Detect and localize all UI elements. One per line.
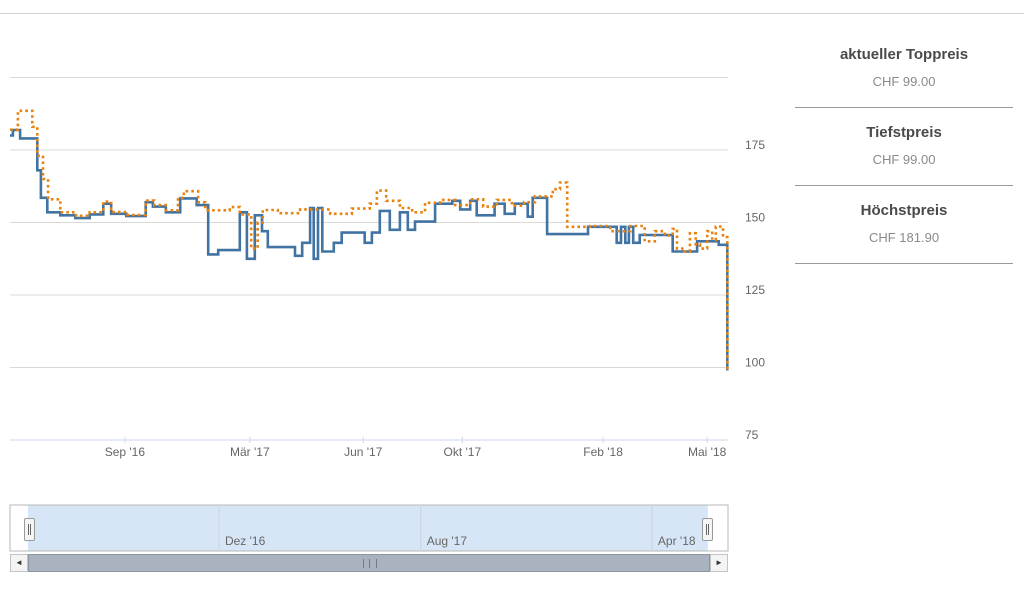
scrollbar-grip-icon — [363, 559, 377, 568]
highest-price-block: Höchstpreis CHF 181.90 — [795, 186, 1013, 264]
scrollbar-left-arrow-icon[interactable]: ◄ — [10, 554, 28, 572]
navigator-axis-label: Aug '17 — [427, 534, 468, 548]
y-axis-label-150: 150 — [745, 211, 765, 225]
current-top-price-value: CHF 99.00 — [872, 74, 936, 89]
navigator-outline — [9, 504, 729, 552]
current-top-price-block: aktueller Toppreis CHF 99.00 — [795, 30, 1013, 108]
lowest-price-label: Tiefstpreis — [866, 124, 942, 141]
y-axis-label-125: 125 — [745, 283, 765, 297]
lowest-price-value: CHF 99.00 — [872, 152, 936, 167]
x-axis-label: Sep '16 — [105, 445, 146, 459]
x-axis-label: Feb '18 — [583, 445, 623, 459]
navigator-axis-label: Dez '16 — [225, 534, 266, 548]
navigator-selected-range[interactable] — [27, 505, 708, 551]
top-divider — [0, 13, 1024, 14]
y-axis-label-75: 75 — [745, 428, 759, 442]
x-axis-label: Mai '18 — [688, 445, 727, 459]
x-axis-label: Okt '17 — [444, 445, 482, 459]
y-axis-label-175: 175 — [745, 138, 765, 152]
navigator-right-handle[interactable] — [702, 518, 713, 541]
highest-price-label: Höchstpreis — [860, 202, 948, 219]
toppreis-series-line[interactable] — [10, 128, 729, 371]
x-axis-label: Mär '17 — [230, 445, 270, 459]
y-axis-label-100: 100 — [745, 356, 765, 370]
scrollbar-thumb[interactable] — [28, 554, 710, 572]
x-axis-label: Jun '17 — [344, 445, 383, 459]
current-top-price-label: aktueller Toppreis — [839, 46, 969, 63]
highest-price-value: CHF 181.90 — [868, 230, 940, 245]
vergleichspreis-series-line[interactable] — [10, 109, 729, 371]
navigator-left-handle[interactable] — [24, 518, 35, 541]
price-summary-panel: aktueller Toppreis CHF 99.00 Tiefstpreis… — [795, 30, 1013, 264]
scrollbar-right-arrow-icon[interactable]: ► — [710, 554, 728, 572]
navigator-axis-label: Apr '18 — [658, 534, 696, 548]
price-history-chart[interactable]: 175 150 125 100 75 Sep '16 Mär '17 Jun '17 Okt '… — [0, 0, 790, 599]
lowest-price-block: Tiefstpreis CHF 99.00 — [795, 108, 1013, 186]
